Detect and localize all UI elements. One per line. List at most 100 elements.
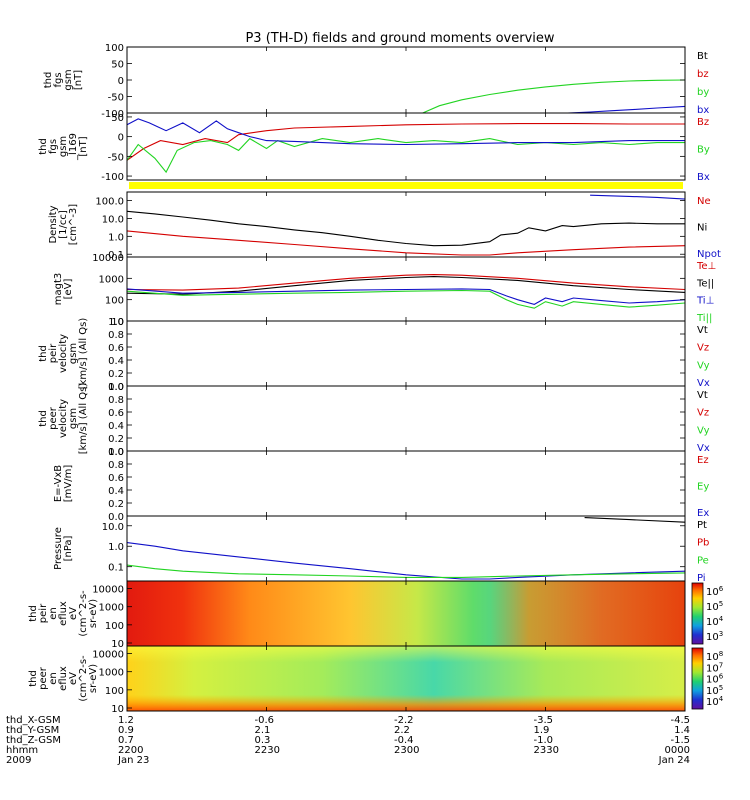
legend-entry: Vy bbox=[697, 360, 710, 371]
x-axis-row-label: 2009 bbox=[6, 755, 31, 766]
y-tick-label: -100 bbox=[101, 109, 124, 120]
y-tick-label: 10 bbox=[111, 639, 124, 650]
y-axis-label-line: eV bbox=[68, 672, 79, 685]
panel-6: 1.0 0.8 0.6 0.4 0.2 0.0 Vt Vz Vy Vx thd peer velocit… bbox=[38, 382, 710, 458]
y-axis-label-line: magt3 bbox=[53, 273, 64, 306]
x-axis-value: 0.7 bbox=[118, 735, 134, 746]
y-tick-label: 100.0 bbox=[95, 197, 124, 208]
y-axis-label-line: Pressure bbox=[53, 527, 64, 570]
series-line-green bbox=[127, 137, 685, 174]
y-tick-label: 1.0 bbox=[108, 382, 124, 393]
y-tick-label: 0.0 bbox=[108, 447, 124, 458]
y-axis-label-line: fgs bbox=[48, 139, 59, 154]
y-tick-label: 0.1 bbox=[108, 250, 124, 261]
legend-entry: Vx bbox=[697, 443, 710, 454]
y-tick-label: 0.6 bbox=[108, 343, 124, 354]
series-line-green bbox=[127, 564, 685, 578]
y-axis-label-line: E=-VxB bbox=[53, 465, 64, 502]
x-axis-value: -0.4 bbox=[394, 735, 414, 746]
x-axis-row-label: thd_Y-GSM bbox=[6, 725, 59, 736]
y-axis-label-line: eV bbox=[68, 607, 79, 620]
y-axis-label-line: thd bbox=[38, 410, 49, 427]
y-tick-label: 10000 bbox=[92, 650, 124, 661]
x-axis-value: 2.1 bbox=[255, 725, 271, 736]
y-tick-label: 0.4 bbox=[108, 486, 124, 497]
y-axis-label-line: eflux bbox=[58, 601, 69, 626]
panel-3: 100.0 10.0 1.0 0.1 Ne Ni Npot Density [1/cc] [cm^… bbox=[48, 191, 721, 261]
y-axis-label: thd fgs gsm _l169 [nT] bbox=[38, 133, 89, 161]
panel-9: 106 105 104 103 10000 1000 100 10 thd peir en eflux… bbox=[28, 580, 724, 650]
legend-entry: Bz bbox=[697, 117, 709, 128]
legend-entry: By bbox=[697, 145, 710, 156]
series-line-blue bbox=[127, 542, 685, 580]
y-tick-label: -50 bbox=[108, 152, 124, 163]
y-axis-label-line: peir bbox=[48, 343, 59, 363]
y-tick-label: 1.0 bbox=[108, 317, 124, 328]
spectrogram-overlay bbox=[127, 581, 685, 646]
x-axis-value: -0.6 bbox=[255, 715, 275, 726]
y-axis-label-line: peer bbox=[48, 406, 59, 430]
y-axis-label-line: (cm^2-s- bbox=[78, 655, 89, 702]
y-tick-label: 10000 bbox=[92, 253, 124, 264]
y-tick-label: 1.0 bbox=[108, 542, 124, 553]
series-line-black bbox=[127, 276, 685, 295]
y-axis-label-line: en bbox=[48, 607, 59, 620]
y-tick-label: 0.4 bbox=[108, 356, 124, 367]
y-axis-label-line: velocity bbox=[58, 399, 69, 438]
legend-entry: Ni bbox=[697, 223, 707, 234]
x-axis-value: 2330 bbox=[534, 745, 559, 756]
colorbar bbox=[691, 582, 704, 645]
y-axis-label-line: velocity bbox=[58, 334, 69, 373]
series-line-black bbox=[127, 210, 685, 247]
y-axis-label-line: thd bbox=[28, 670, 39, 687]
y-axis-label-line: [mV/m] bbox=[63, 465, 74, 503]
series-line-red bbox=[127, 123, 685, 161]
panel-7: 1.0 0.8 0.6 0.4 0.2 0.0 Ez Ey Ex E=-VxB [mV/m] bbox=[53, 447, 709, 523]
y-tick-label: 0 bbox=[118, 133, 124, 144]
legend-entry: Bx bbox=[697, 172, 710, 183]
y-axis-label: magt3 [eV] bbox=[53, 273, 74, 306]
panel-frame bbox=[126, 515, 686, 582]
y-tick-label: 0.1 bbox=[108, 563, 124, 574]
colorbar bbox=[691, 647, 704, 710]
panel-frame bbox=[126, 450, 686, 517]
y-tick-label: 50 bbox=[111, 113, 124, 124]
x-axis-value: 2230 bbox=[255, 745, 280, 756]
y-tick-label: 100 bbox=[105, 686, 124, 697]
y-tick-label: 0.2 bbox=[108, 434, 124, 445]
y-tick-label: 0.0 bbox=[108, 512, 124, 523]
legend-entry: Bt bbox=[697, 51, 708, 62]
legend-entry: Pb bbox=[697, 538, 709, 549]
y-axis-label: thd peer velocity gsm [km/s] (All Qs) bbox=[38, 383, 89, 455]
figure-title: P3 (TH-D) fields and ground moments over… bbox=[245, 31, 554, 46]
y-axis-label-line: [cm^-3] bbox=[68, 204, 79, 245]
legend-entry: Ti|| bbox=[696, 313, 712, 324]
x-axis-value: Jan 23 bbox=[117, 755, 149, 766]
series-line-red bbox=[127, 274, 685, 291]
legend-entry: Ex bbox=[697, 508, 709, 519]
y-tick-label: 100 bbox=[105, 621, 124, 632]
legend-entry: Pi bbox=[697, 573, 706, 584]
y-tick-label: 0.8 bbox=[108, 460, 124, 471]
legend-entry: Vt bbox=[697, 390, 708, 401]
y-tick-label: 1000 bbox=[99, 603, 124, 614]
spectrogram-overlay bbox=[127, 646, 685, 711]
x-axis-value: 0.9 bbox=[118, 725, 134, 736]
y-axis-label-line: [nT] bbox=[73, 70, 84, 90]
y-tick-label: 1000 bbox=[99, 274, 124, 285]
legend-entry: Pt bbox=[697, 520, 707, 531]
y-tick-label: 1.0 bbox=[108, 447, 124, 458]
y-tick-label: 10.0 bbox=[102, 214, 124, 225]
x-axis-value: -1.0 bbox=[534, 735, 554, 746]
panel-2: 50 0 -50 -100 Bz By Bx thd fgs gsm _l169 [nT] bbox=[38, 112, 710, 183]
x-axis-value: -3.5 bbox=[534, 715, 554, 726]
x-axis-row-label: hhmm bbox=[6, 745, 38, 756]
panel-frame bbox=[126, 112, 686, 181]
y-axis-label: Density [1/cc] [cm^-3] bbox=[48, 204, 79, 245]
legend-entry: Vt bbox=[697, 325, 708, 336]
y-axis-label-line: thd bbox=[38, 138, 49, 155]
series-line-red bbox=[127, 230, 685, 256]
legend-entry: bx bbox=[697, 105, 709, 116]
y-axis-label-line: [nPa] bbox=[63, 535, 74, 561]
